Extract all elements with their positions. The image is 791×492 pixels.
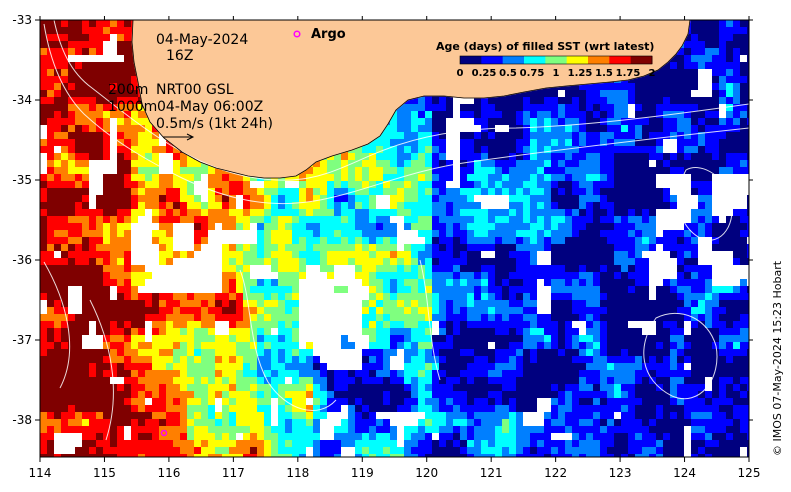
vector-scale-label: 0.5m/s (1kt 24h) [156,116,273,132]
lat-tick-label: -37 [12,333,32,347]
colorbar-swatch [609,56,632,64]
longitude-axis: 114 115 116 117 118 119 120 121 122 123 124 125 [29,16,761,480]
colorbar-tick-label: 1.75 [616,68,641,79]
argo-marker [293,30,301,38]
lon-tick-label: 115 [93,466,116,480]
product-label: NRT00 GSL [156,82,234,98]
lon-tick-label: 117 [222,466,245,480]
colorbar-tick-label: 0.25 [472,68,497,79]
colorbar-swatch [588,56,610,64]
colorbar-tick-label: 0.5 [499,68,517,79]
colorbar-tick-label: 0 [457,68,464,79]
lon-tick-label: 122 [544,466,567,480]
colorbar-swatch [566,56,589,64]
map-annotations: 04-May-2024 16Z 200m 1000m NRT00 GSL 04-… [108,27,346,437]
lat-tick-label: -33 [12,13,32,27]
hour-label: 16Z [166,48,193,64]
colorbar-swatch [545,56,568,64]
coastline [131,20,691,179]
lat-tick-label: -35 [12,173,32,187]
colorbar-tick-label: 1 [553,68,560,79]
colorbar-swatch [460,56,482,64]
lon-tick-label: 114 [29,466,52,480]
lon-tick-label: 119 [351,466,374,480]
date-label: 04-May-2024 [156,32,248,48]
lon-tick-label: 120 [415,466,438,480]
colorbar-swatch [524,56,546,64]
credit-label: © IMOS 07-May-2024 15:23 Hobart [771,260,784,456]
argo-float-marker [160,429,168,437]
colorbar-outline [459,55,653,65]
vector-scale-arrow [163,133,195,141]
lon-tick-label: 121 [480,466,503,480]
colorbar-swatches [459,55,653,65]
isobath-label-200m: 200m [108,82,148,98]
colorbar-swatch [502,56,525,64]
colorbar-swatch [630,56,653,64]
lat-tick-label: -36 [12,253,32,267]
product-time-label: 04-May 06:00Z [157,99,263,115]
colorbar-title: Age (days) of filled SST (wrt latest) [436,40,654,53]
lat-tick-label: -34 [12,93,32,107]
map-frame [39,19,750,458]
lat-tick-label: -38 [12,413,32,427]
isobath-label-1000m: 1000m [108,99,157,115]
colorbar-tick-label: 2 [649,68,656,79]
colorbar-ticks: 0 0.25 0.5 0.75 1 1.25 1.5 1.75 2 [457,68,656,79]
lon-tick-label: 118 [286,466,309,480]
lon-tick-label: 123 [609,466,632,480]
lon-tick-label: 124 [673,466,696,480]
colorbar-tick-label: 1.5 [595,68,613,79]
bathymetry-contours [43,20,749,441]
colorbar-tick-label: 0.75 [520,68,545,79]
argo-label: Argo [311,27,346,42]
lon-tick-label: 116 [157,466,180,480]
colorbar-tick-label: 1.25 [568,68,593,79]
latitude-axis: -33 -34 -35 -36 -37 -38 [12,13,753,427]
colorbar-swatch [481,56,504,64]
lon-tick-label: 125 [738,466,761,480]
